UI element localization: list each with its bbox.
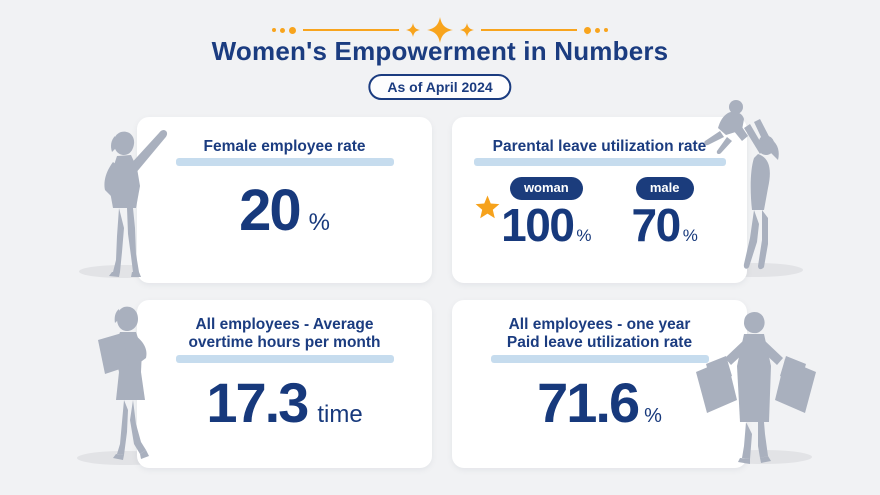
stat-male: male 70 % [632,177,698,248]
ornament-line-left [303,29,399,31]
card-title: Female employee rate [203,138,366,155]
stat-unit: % [576,226,592,246]
card-parental-leave-rate: Parental leave utilization rate woman 10… [452,117,747,283]
stat-unit: % [682,226,698,246]
card-title: All employees - one year Paid leave util… [506,316,693,352]
four-point-sparkle-icon [406,23,420,37]
businesswoman-folder-silhouette [98,306,149,460]
card-average-overtime: All employees - Average overtime hours p… [137,300,432,468]
stat-unit: time [317,400,363,428]
stat-value: 70 [631,199,682,252]
dot-trio-left-icon [272,26,296,34]
stat-woman: woman 100 % [475,177,592,252]
waving-woman-silhouette [104,129,168,277]
parent-lifting-child-silhouette [704,100,779,270]
shopping-bags-woman-silhouette [696,311,816,464]
stat-value: 20 [239,178,301,244]
stat-value: 17.3 [206,370,309,434]
stat-unit: % [644,404,662,427]
header-ornament [0,16,880,44]
title-highlight-bar [473,158,726,167]
card-paid-leave-rate: All employees - one year Paid leave util… [452,300,747,468]
card-female-employee-rate: Female employee rate 20 % [137,117,432,283]
woman-pill: woman [509,177,583,201]
stat-unit: % [308,209,330,237]
title-highlight-bar [175,158,394,167]
four-point-sparkle-icon [427,17,453,43]
stat-value: 71.6 [537,370,640,434]
card-title: Parental leave utilization rate [492,138,707,155]
card-title: All employees - Average overtime hours p… [188,316,381,352]
stat-value: 100 [501,199,575,252]
title-highlight-bar [490,354,709,363]
dot-trio-right-icon [584,26,608,34]
male-pill: male [635,177,694,201]
title-highlight-bar [175,354,394,363]
star-icon [475,195,500,225]
date-badge: As of April 2024 [368,74,512,100]
page-title: Women's Empowerment in Numbers [211,36,669,66]
ornament-line-right [481,29,577,31]
four-point-sparkle-icon [460,23,474,37]
